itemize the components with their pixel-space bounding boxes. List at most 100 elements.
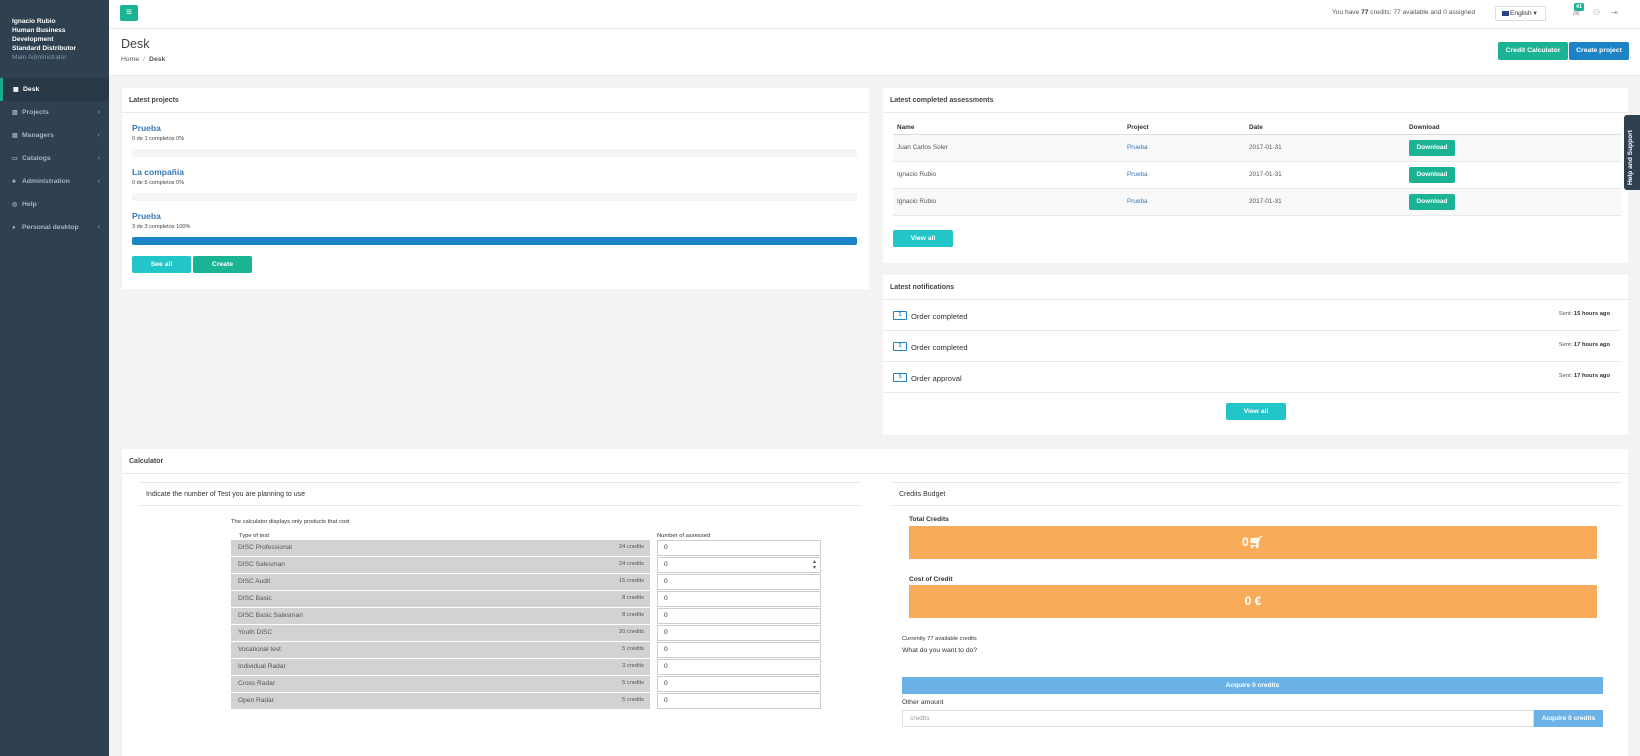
chevron-left-icon: ‹	[97, 132, 100, 139]
column-header: Name	[893, 122, 1123, 135]
table-row: Juan Carlos Soler Prueba 2017-01-31 Down…	[893, 134, 1621, 162]
table-row: Ignacio Rubio Prueba 2017-01-31 Download	[893, 161, 1621, 189]
table-row: Ignacio Rubio Prueba 2017-01-31 Download	[893, 188, 1621, 216]
download-button[interactable]: Download	[1409, 166, 1455, 183]
sidebar-item-label: Administration	[22, 178, 70, 185]
notification-item[interactable]: $ Order completed Sent: 17 hours ago	[883, 331, 1620, 362]
quantity-input[interactable]: 0	[657, 625, 821, 641]
sidebar-item-label: Projects	[22, 109, 49, 116]
sidebar-item-managers[interactable]: ▤ Managers ‹	[0, 124, 109, 147]
page-title: Desk	[121, 37, 150, 51]
quantity-input[interactable]: 0	[657, 608, 821, 624]
assessments-table: Name Project Date Download Juan Carlos S…	[893, 122, 1621, 216]
download-button[interactable]: Download	[1409, 193, 1455, 210]
notification-time: Sent: 15 hours ago	[1558, 311, 1610, 317]
latest-projects-panel: Latest projects Prueba 0 de 1 completos …	[122, 88, 869, 289]
column-header: Download	[1405, 122, 1621, 135]
action-question: What do you want to do?	[902, 647, 978, 654]
project-info: 0 de 5 completos 0%	[132, 180, 185, 186]
credits-budget-section: Credits Budget Total Credits 0🛒︎ Cost of…	[892, 482, 1622, 756]
download-button[interactable]: Download	[1409, 139, 1455, 156]
sidebar-item-help[interactable]: ◎ Help	[0, 193, 109, 216]
total-credits-box: 0🛒︎	[909, 526, 1597, 559]
quantity-input[interactable]: 0	[657, 693, 821, 709]
test-row: Vocational test 5 credits	[231, 642, 650, 658]
cart-icon: 🛒︎	[1248, 535, 1264, 549]
section-title: Indicate the number of Test you are plan…	[139, 482, 861, 506]
see-all-button[interactable]: See all	[132, 256, 191, 273]
sidebar-item-personal-desktop[interactable]: ● Personal desktop ‹	[0, 216, 109, 239]
user-name: Ignacio Rubio	[12, 18, 56, 25]
spinner-arrows-icon[interactable]: ▴ ▾	[812, 559, 816, 571]
view-all-assessments-button[interactable]: View all	[893, 230, 953, 247]
sidebar-item-projects[interactable]: ▥ Projects ‹	[0, 101, 109, 124]
language-dropdown[interactable]: English ▾	[1495, 6, 1546, 21]
breadcrumb: Home / Desk	[121, 56, 166, 63]
project-info: 0 de 1 completos 0%	[132, 136, 185, 142]
column-header: Date	[1245, 122, 1405, 135]
chevron-left-icon: ‹	[97, 109, 100, 116]
project-name-link[interactable]: La compañía	[132, 167, 184, 177]
notification-item[interactable]: $ Order completed Sent: 15 hours ago	[883, 300, 1620, 331]
panel-title: Latest completed assessments	[883, 88, 1628, 113]
grid-icon: ▦	[13, 87, 19, 93]
breadcrumb-home-link[interactable]: Home	[121, 56, 140, 63]
view-all-notifications-button[interactable]: View all	[1226, 403, 1286, 420]
test-row: Individual Radar 3 credits	[231, 659, 650, 675]
money-icon: $	[893, 342, 907, 351]
project-link[interactable]: Prueba	[1127, 171, 1148, 178]
project-name-link[interactable]: Prueba	[132, 211, 161, 221]
assessment-date: 2017-01-31	[1245, 188, 1405, 216]
notification-text: Order approval	[911, 374, 962, 383]
create-button[interactable]: Create	[193, 256, 252, 273]
credit-calculator-button[interactable]: Credit Calculator	[1498, 42, 1568, 60]
life-ring-icon: ◎	[12, 202, 18, 208]
logout-icon[interactable]: ⇥	[1611, 8, 1618, 17]
sidebar-item-catalogs[interactable]: ▭ Catalogs ‹	[0, 147, 109, 170]
quantity-stepper[interactable]: 0 ▴ ▾	[657, 557, 821, 573]
quantity-input[interactable]: 0	[657, 574, 821, 590]
help-and-support-tab[interactable]: Help and Support	[1624, 115, 1640, 190]
test-row: DISC Salesman 24 credits	[231, 557, 650, 573]
top-navbar: ≡ You have 77 credits: 77 available and …	[109, 0, 1640, 29]
page-heading: Desk Home / Desk Credit Calculator Create …	[109, 29, 1640, 76]
credits-summary: You have 77 credits: 77 available and 0 …	[1332, 9, 1476, 16]
money-icon: $	[893, 373, 907, 382]
test-row: DISC Basic Salesman 8 credits	[231, 608, 650, 624]
other-amount-input[interactable]: credits	[902, 710, 1534, 727]
notification-time: Sent: 17 hours ago	[1558, 342, 1610, 348]
notification-item[interactable]: $ Order approval Sent: 17 hours ago	[883, 362, 1620, 393]
sidebar-item-desk[interactable]: ▦ Desk	[0, 78, 109, 101]
user-icon: ●	[12, 224, 16, 231]
test-row: Open Radar 5 credits	[231, 693, 650, 709]
quantity-input[interactable]: 0	[657, 659, 821, 675]
latest-assessments-panel: Latest completed assessments Name Projec…	[883, 88, 1628, 263]
user-profile[interactable]: Ignacio Rubio Human Business Development…	[0, 0, 109, 78]
project-name-link[interactable]: Prueba	[132, 123, 161, 133]
panel-title: Latest projects	[122, 88, 869, 113]
quantity-input[interactable]: 0	[657, 540, 821, 556]
uk-flag-icon	[1502, 10, 1509, 16]
latest-notifications-panel: Latest notifications $ Order completed S…	[883, 275, 1628, 435]
acquire-credits-button[interactable]: Acquire 0 credits	[902, 677, 1603, 694]
sidebar-item-label: Desk	[23, 86, 40, 93]
tests-section: Indicate the number of Test you are plan…	[139, 482, 861, 756]
acquire-other-credits-button[interactable]: Acquire 0 credits	[1534, 710, 1603, 727]
hamburger-icon: ≡	[126, 7, 132, 18]
sidebar-item-administration[interactable]: ♣ Administration ‹	[0, 170, 109, 193]
project-link[interactable]: Prueba	[1127, 198, 1148, 205]
assessment-name: Ignacio Rubio	[893, 161, 1123, 189]
quantity-input[interactable]: 0	[657, 591, 821, 607]
menu-toggle-button[interactable]: ≡	[120, 5, 138, 21]
quantity-input[interactable]: 0	[657, 642, 821, 658]
create-project-button[interactable]: Create project	[1569, 42, 1629, 60]
progress-bar	[132, 237, 857, 245]
chevron-left-icon: ‹	[97, 178, 100, 185]
assessment-name: Juan Carlos Soler	[893, 134, 1123, 162]
user-type: Standard Distributor	[12, 45, 77, 52]
project-link[interactable]: Prueba	[1127, 144, 1148, 151]
users-icon[interactable]: ⚇	[1593, 8, 1601, 17]
quantity-input[interactable]: 0	[657, 676, 821, 692]
sidebar-item-label: Help	[22, 201, 37, 208]
bell-icon[interactable]: ✉	[1573, 9, 1580, 18]
